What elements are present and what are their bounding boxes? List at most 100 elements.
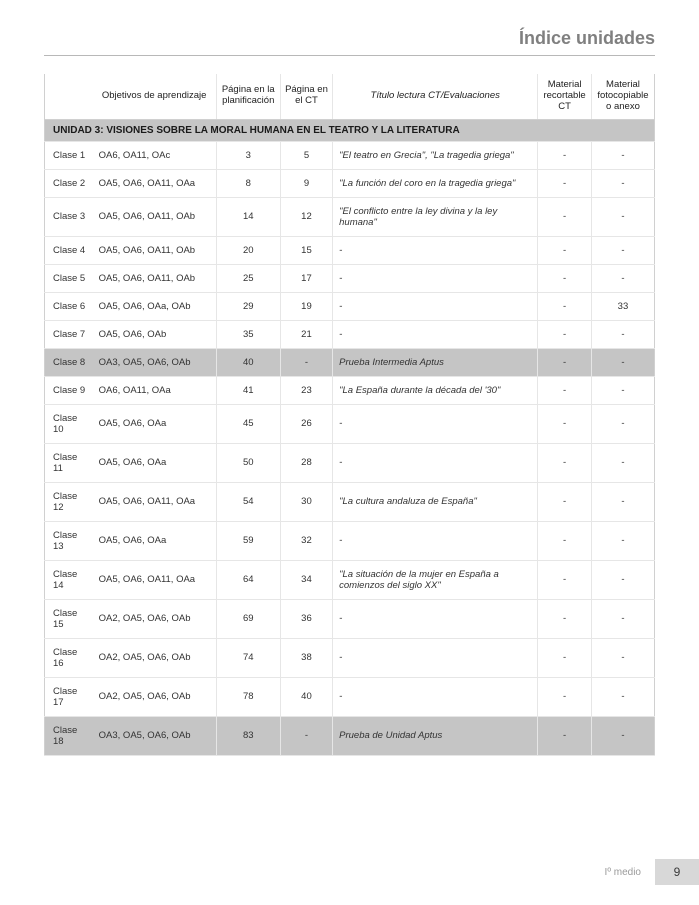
cell-plan: 45 xyxy=(216,404,280,443)
cell-ct: 17 xyxy=(280,264,332,292)
cell-ct: 26 xyxy=(280,404,332,443)
cell-recortable: - xyxy=(538,320,592,348)
cell-ct: 9 xyxy=(280,169,332,197)
cell-fotocopiable: - xyxy=(591,264,654,292)
cell-plan: 20 xyxy=(216,236,280,264)
cell-clase: Clase 18 xyxy=(45,716,93,755)
cell-objetivos: OA2, OA5, OA6, OAb xyxy=(93,677,217,716)
table-row: Clase 1OA6, OA11, OAc35"El teatro en Gre… xyxy=(45,141,655,169)
table-row: Clase 16OA2, OA5, OA6, OAb7438--- xyxy=(45,638,655,677)
unit-header-spacer xyxy=(538,119,592,141)
cell-recortable: - xyxy=(538,376,592,404)
cell-plan: 41 xyxy=(216,376,280,404)
cell-clase: Clase 2 xyxy=(45,169,93,197)
cell-plan: 3 xyxy=(216,141,280,169)
cell-clase: Clase 3 xyxy=(45,197,93,236)
cell-fotocopiable: - xyxy=(591,348,654,376)
index-table: Objetivos de aprendizaje Página en la pl… xyxy=(44,74,655,756)
cell-recortable: - xyxy=(538,404,592,443)
cell-plan: 74 xyxy=(216,638,280,677)
cell-recortable: - xyxy=(538,141,592,169)
cell-recortable: - xyxy=(538,169,592,197)
cell-titulo: - xyxy=(333,404,538,443)
cell-recortable: - xyxy=(538,521,592,560)
cell-fotocopiable: - xyxy=(591,376,654,404)
table-row: Clase 3 OA5, OA6, OA11, OAb1412"El confl… xyxy=(45,197,655,236)
table-row: Clase 18OA3, OA5, OA6, OAb83-Prueba de U… xyxy=(45,716,655,755)
cell-fotocopiable: - xyxy=(591,320,654,348)
cell-ct: 40 xyxy=(280,677,332,716)
th-recortable: Material recortable CT xyxy=(538,74,592,119)
cell-recortable: - xyxy=(538,264,592,292)
cell-objetivos: OA5, OA6, OAa xyxy=(93,521,217,560)
cell-clase: Clase 4 xyxy=(45,236,93,264)
cell-fotocopiable: - xyxy=(591,169,654,197)
cell-plan: 83 xyxy=(216,716,280,755)
cell-clase: Clase 11 xyxy=(45,443,93,482)
cell-titulo: - xyxy=(333,320,538,348)
cell-objetivos: OA5, OA6, OA11, OAb xyxy=(93,197,217,236)
cell-plan: 59 xyxy=(216,521,280,560)
cell-titulo: - xyxy=(333,264,538,292)
cell-titulo: Prueba de Unidad Aptus xyxy=(333,716,538,755)
unit-header-spacer xyxy=(591,119,654,141)
cell-clase: Clase 17 xyxy=(45,677,93,716)
cell-clase: Clase 16 xyxy=(45,638,93,677)
cell-ct: 28 xyxy=(280,443,332,482)
cell-plan: 8 xyxy=(216,169,280,197)
page-title: Índice unidades xyxy=(0,0,699,55)
cell-titulo: "La función del coro en la tragedia grie… xyxy=(333,169,538,197)
cell-ct: 5 xyxy=(280,141,332,169)
unit-header-cell: UNIDAD 3: VISIONES SOBRE LA MORAL HUMANA… xyxy=(45,119,538,141)
cell-objetivos: OA5, OA6, OA11, OAb xyxy=(93,264,217,292)
cell-clase: Clase 10 xyxy=(45,404,93,443)
cell-ct: 38 xyxy=(280,638,332,677)
cell-ct: 32 xyxy=(280,521,332,560)
cell-clase: Clase 1 xyxy=(45,141,93,169)
th-plan: Página en la planificación xyxy=(216,74,280,119)
cell-clase: Clase 8 xyxy=(45,348,93,376)
cell-objetivos: OA6, OA11, OAc xyxy=(93,141,217,169)
cell-recortable: - xyxy=(538,236,592,264)
table-row: Clase 2OA5, OA6, OA11, OAa89"La función … xyxy=(45,169,655,197)
cell-objetivos: OA5, OA6, OAa xyxy=(93,443,217,482)
cell-ct: 19 xyxy=(280,292,332,320)
cell-recortable: - xyxy=(538,599,592,638)
table-header: Objetivos de aprendizaje Página en la pl… xyxy=(45,74,655,119)
table-row: Clase 5OA5, OA6, OA11, OAb2517--- xyxy=(45,264,655,292)
cell-plan: 25 xyxy=(216,264,280,292)
table-row: Clase 7OA5, OA6, OAb3521--- xyxy=(45,320,655,348)
table-row: Clase 6OA5, OA6, OAa, OAb2919--33 xyxy=(45,292,655,320)
cell-objetivos: OA5, OA6, OA11, OAb xyxy=(93,236,217,264)
table-row: Clase 12OA5, OA6, OA11, OAa5430"La cultu… xyxy=(45,482,655,521)
cell-objetivos: OA3, OA5, OA6, OAb xyxy=(93,348,217,376)
cell-titulo: - xyxy=(333,292,538,320)
cell-clase: Clase 6 xyxy=(45,292,93,320)
table-row: Clase 8OA3, OA5, OA6, OAb40-Prueba Inter… xyxy=(45,348,655,376)
cell-ct: 30 xyxy=(280,482,332,521)
page-footer: Iº medio 9 xyxy=(605,859,699,885)
cell-clase: Clase 7 xyxy=(45,320,93,348)
cell-fotocopiable: - xyxy=(591,236,654,264)
cell-plan: 69 xyxy=(216,599,280,638)
cell-objetivos: OA5, OA6, OAa xyxy=(93,404,217,443)
table-row: Clase 11OA5, OA6, OAa5028--- xyxy=(45,443,655,482)
cell-titulo: - xyxy=(333,521,538,560)
cell-ct: 21 xyxy=(280,320,332,348)
cell-titulo: - xyxy=(333,638,538,677)
th-clase xyxy=(45,74,93,119)
cell-clase: Clase 14 xyxy=(45,560,93,599)
cell-clase: Clase 5 xyxy=(45,264,93,292)
table-row: Clase 10OA5, OA6, OAa4526--- xyxy=(45,404,655,443)
cell-titulo: "La situación de la mujer en España a co… xyxy=(333,560,538,599)
cell-clase: Clase 15 xyxy=(45,599,93,638)
table-row: Clase 13OA5, OA6, OAa5932--- xyxy=(45,521,655,560)
table-row: Clase 17OA2, OA5, OA6, OAb7840--- xyxy=(45,677,655,716)
cell-titulo: "La cultura andaluza de España" xyxy=(333,482,538,521)
cell-objetivos: OA5, OA6, OA11, OAa xyxy=(93,560,217,599)
cell-titulo: - xyxy=(333,443,538,482)
cell-fotocopiable: - xyxy=(591,482,654,521)
cell-recortable: - xyxy=(538,443,592,482)
cell-recortable: - xyxy=(538,560,592,599)
cell-titulo: - xyxy=(333,677,538,716)
